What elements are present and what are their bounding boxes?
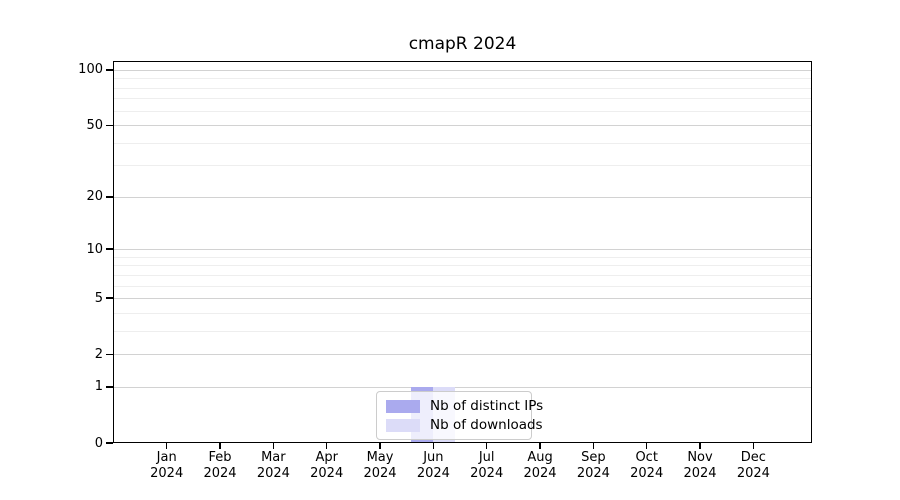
x-tick-year: 2024	[256, 466, 290, 481]
y-axis-tick-label: 2	[94, 346, 103, 362]
y-axis-tick	[106, 248, 113, 250]
x-tick-month: May	[366, 450, 394, 465]
x-tick-year: 2024	[736, 466, 770, 481]
y-axis-tick-label: 5	[94, 290, 103, 306]
minor-gridline	[113, 274, 812, 276]
x-tick-year: 2024	[576, 466, 610, 481]
x-tick-year: 2024	[630, 466, 664, 481]
plot-area: Nb of distinct IPs Nb of downloads	[113, 61, 812, 443]
x-axis-tick-label: Apr 2024	[292, 450, 362, 482]
x-axis-tick-label: Jun 2024	[398, 450, 468, 482]
legend-item-downloads: Nb of downloads	[386, 417, 543, 433]
x-axis-tick	[752, 443, 755, 449]
y-axis-tick-label: 50	[86, 117, 103, 133]
x-tick-month: Dec	[740, 450, 766, 465]
minor-gridline	[113, 165, 812, 167]
y-axis-tick-label: 0	[94, 435, 103, 451]
x-axis-tick-label: Sep 2024	[558, 450, 628, 482]
axes-frame	[113, 61, 812, 443]
y-axis-tick	[106, 196, 113, 198]
x-axis-tick	[379, 443, 381, 449]
chart-title: cmapR 2024	[408, 34, 517, 54]
x-axis-tick-label: Feb 2024	[185, 450, 255, 482]
x-tick-month: Nov	[687, 450, 713, 465]
minor-gridline	[113, 265, 812, 267]
y-axis-tick-label: 100	[78, 62, 103, 78]
minor-gridline	[113, 142, 812, 144]
y-axis-tick	[106, 386, 113, 388]
major-gridline	[113, 196, 812, 198]
legend-swatch-downloads	[386, 418, 420, 432]
x-tick-month: Jun	[423, 450, 444, 465]
x-axis-tick-label: Nov 2024	[665, 450, 735, 482]
legend-label-downloads: Nb of downloads	[430, 417, 543, 433]
x-tick-year: 2024	[416, 466, 450, 481]
legend-item-distinct-ips: Nb of distinct IPs	[386, 398, 543, 414]
minor-gridline	[113, 312, 812, 314]
x-axis-tick	[219, 443, 221, 449]
x-tick-month: Apr	[315, 450, 338, 465]
x-axis-tick	[645, 443, 648, 449]
y-axis-tick	[106, 297, 113, 299]
y-axis-tick	[106, 442, 113, 444]
x-axis-tick-label: Jan 2024	[132, 450, 202, 482]
major-gridline	[113, 249, 812, 251]
y-axis-tick	[106, 69, 113, 71]
major-gridline	[113, 354, 812, 356]
x-tick-year: 2024	[470, 466, 504, 481]
major-gridline	[113, 125, 812, 127]
x-axis-tick	[432, 443, 435, 449]
x-axis-tick	[699, 443, 701, 449]
x-tick-month: Sep	[581, 450, 606, 465]
y-axis-tick-label: 1	[94, 379, 103, 395]
legend-label-distinct-ips: Nb of distinct IPs	[430, 398, 544, 414]
x-axis-tick	[485, 443, 488, 449]
x-axis-tick-label: Aug 2024	[505, 450, 575, 482]
x-tick-year: 2024	[203, 466, 237, 481]
y-axis-tick	[106, 124, 113, 126]
x-tick-year: 2024	[363, 466, 397, 481]
x-tick-month: Aug	[527, 450, 553, 465]
major-gridline	[113, 386, 812, 388]
minor-gridline	[113, 110, 812, 112]
minor-gridline	[113, 78, 812, 80]
x-axis-tick-label: Jul 2024	[452, 450, 522, 482]
legend: Nb of distinct IPs Nb of downloads	[376, 391, 543, 440]
x-tick-year: 2024	[683, 466, 717, 481]
minor-gridline	[113, 87, 812, 89]
x-axis-tick-label: Oct 2024	[612, 450, 682, 482]
x-tick-month: Jan	[156, 450, 177, 465]
minor-gridline	[113, 285, 812, 287]
x-axis-tick	[592, 443, 595, 449]
x-tick-month: Feb	[208, 450, 232, 465]
x-tick-year: 2024	[310, 466, 344, 481]
minor-gridline	[113, 98, 812, 100]
major-gridline	[113, 69, 812, 71]
minor-gridline	[113, 256, 812, 258]
legend-swatch-distinct-ips	[386, 399, 420, 413]
x-tick-month: Mar	[261, 450, 286, 465]
x-tick-year: 2024	[523, 466, 557, 481]
x-axis-tick	[166, 443, 168, 449]
x-tick-month: Jul	[478, 450, 495, 465]
major-gridline	[113, 298, 812, 300]
y-axis-tick-label: 20	[86, 189, 103, 205]
x-axis-tick	[539, 443, 541, 449]
x-tick-month: Oct	[635, 450, 658, 465]
y-axis-tick-label: 10	[86, 241, 103, 257]
x-axis-tick	[325, 443, 328, 449]
x-axis-tick	[272, 443, 275, 449]
x-axis-tick-label: May 2024	[345, 450, 415, 482]
minor-gridline	[113, 330, 812, 332]
x-axis-tick-label: Dec 2024	[718, 450, 788, 482]
x-axis-tick-label: Mar 2024	[238, 450, 308, 482]
y-axis-tick	[106, 353, 113, 355]
x-tick-year: 2024	[150, 466, 184, 481]
